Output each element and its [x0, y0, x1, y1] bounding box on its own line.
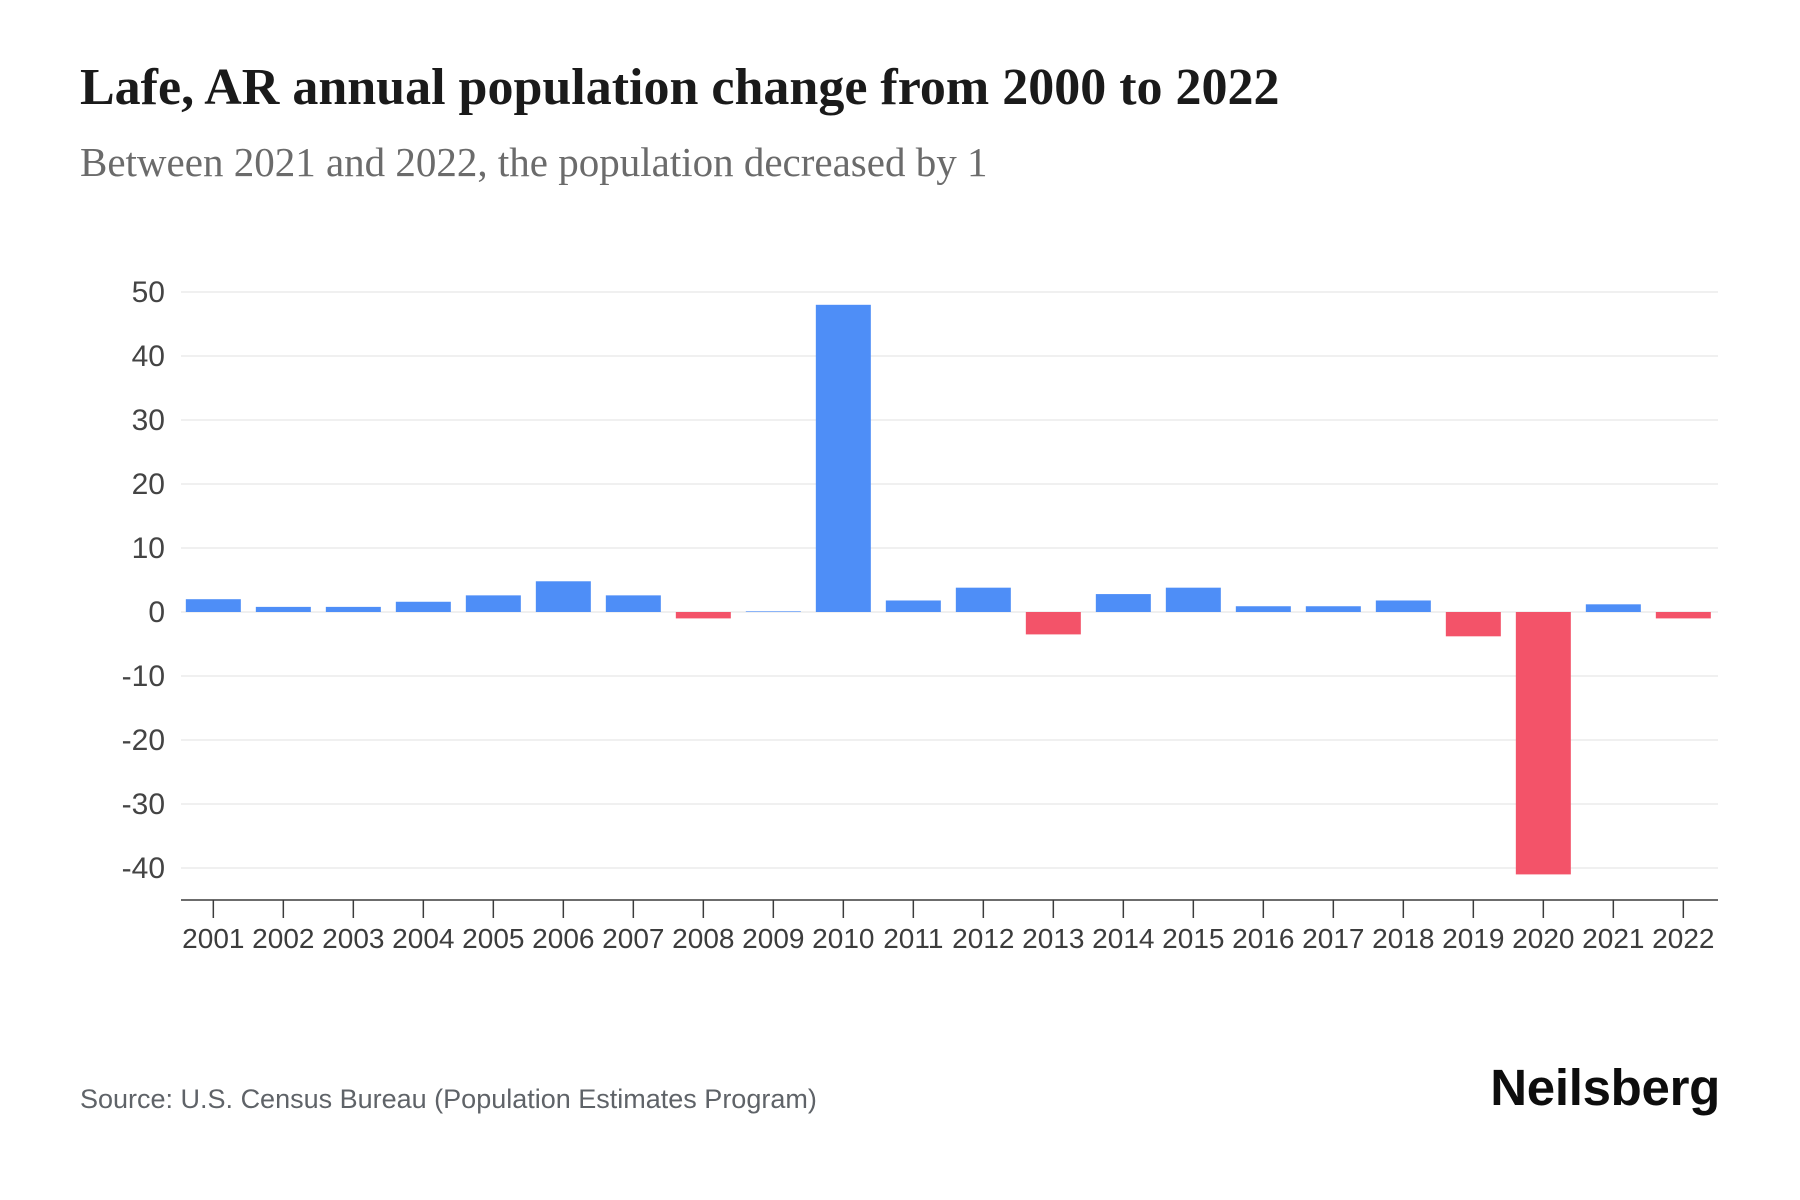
svg-text:-20: -20	[122, 724, 165, 757]
svg-text:2006: 2006	[532, 923, 594, 954]
svg-text:-40: -40	[122, 852, 165, 885]
svg-text:2016: 2016	[1232, 923, 1294, 954]
svg-text:2021: 2021	[1582, 923, 1644, 954]
svg-text:2009: 2009	[742, 923, 804, 954]
svg-text:50: 50	[132, 276, 165, 309]
svg-text:2001: 2001	[182, 923, 244, 954]
svg-text:2005: 2005	[462, 923, 524, 954]
svg-text:-10: -10	[122, 660, 165, 693]
svg-text:40: 40	[132, 340, 165, 373]
svg-text:10: 10	[132, 532, 165, 565]
svg-text:30: 30	[132, 404, 165, 437]
svg-text:2019: 2019	[1442, 923, 1504, 954]
svg-text:2010: 2010	[812, 923, 874, 954]
svg-text:0: 0	[148, 596, 165, 629]
svg-text:2011: 2011	[883, 923, 943, 954]
svg-text:2002: 2002	[252, 923, 314, 954]
svg-text:2022: 2022	[1652, 923, 1714, 954]
svg-text:2014: 2014	[1092, 923, 1154, 954]
svg-text:2004: 2004	[392, 923, 454, 954]
svg-text:20: 20	[132, 468, 165, 501]
svg-text:2003: 2003	[322, 923, 384, 954]
svg-text:2015: 2015	[1162, 923, 1224, 954]
svg-text:2007: 2007	[602, 923, 664, 954]
svg-text:2013: 2013	[1022, 923, 1084, 954]
svg-text:2017: 2017	[1302, 923, 1364, 954]
svg-text:2008: 2008	[672, 923, 734, 954]
svg-text:2020: 2020	[1512, 923, 1574, 954]
svg-text:-30: -30	[122, 788, 165, 821]
svg-text:2012: 2012	[952, 923, 1014, 954]
svg-text:2018: 2018	[1372, 923, 1434, 954]
